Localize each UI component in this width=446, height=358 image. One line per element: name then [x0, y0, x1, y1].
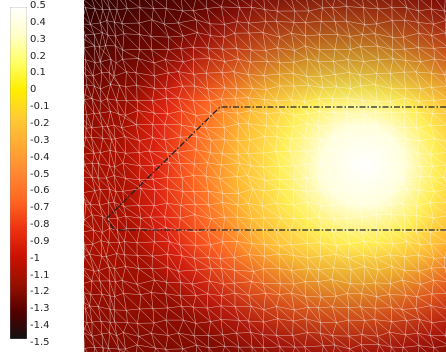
region-outline: [106, 106, 446, 231]
colorbar-tick-label: 0.1: [30, 67, 46, 79]
colorbar-tick-labels: 0.5 0.4 0.3 0.2 0.1 0 -0.1 -0.2 -0.3 -0.4 -0.5 -0.6…: [30, 0, 82, 358]
colorbar-tick-label: -1.1: [30, 269, 50, 281]
colorbar: [10, 7, 27, 339]
colorbar-tick-label: -0.7: [30, 202, 50, 214]
colorbar-tick-label: -0.6: [30, 185, 50, 197]
colorbar-tick-label: -0.2: [30, 117, 50, 129]
triangular-mesh: [84, 0, 446, 352]
colorbar-tick-label: 0.2: [30, 50, 46, 62]
colorbar-tick-label: -0.8: [30, 219, 50, 231]
mesh-edges: [84, 0, 446, 352]
colorbar-tick-label: -1.4: [30, 320, 50, 332]
colorbar-tick-label: -1.3: [30, 303, 50, 315]
colorbar-tick-label: 0.4: [30, 16, 46, 28]
colorbar-tick-label: 0.3: [30, 33, 46, 45]
colorbar-tick-label: 0: [30, 84, 37, 96]
colorbar-tick-label: -1: [30, 252, 40, 264]
colorbar-tick-label: -0.1: [30, 101, 50, 113]
colorbar-tick-label: -1.5: [30, 337, 50, 348]
colorbar-tick-label: 0.5: [30, 0, 46, 11]
colorbar-tick-label: -0.3: [30, 134, 50, 146]
colorbar-tick-label: -0.4: [30, 151, 50, 163]
field-plot: [84, 0, 446, 352]
colorbar-tick-label: -0.9: [30, 235, 50, 247]
colorbar-tick-label: -1.2: [30, 286, 50, 298]
colorbar-tick-label: -0.5: [30, 168, 50, 180]
